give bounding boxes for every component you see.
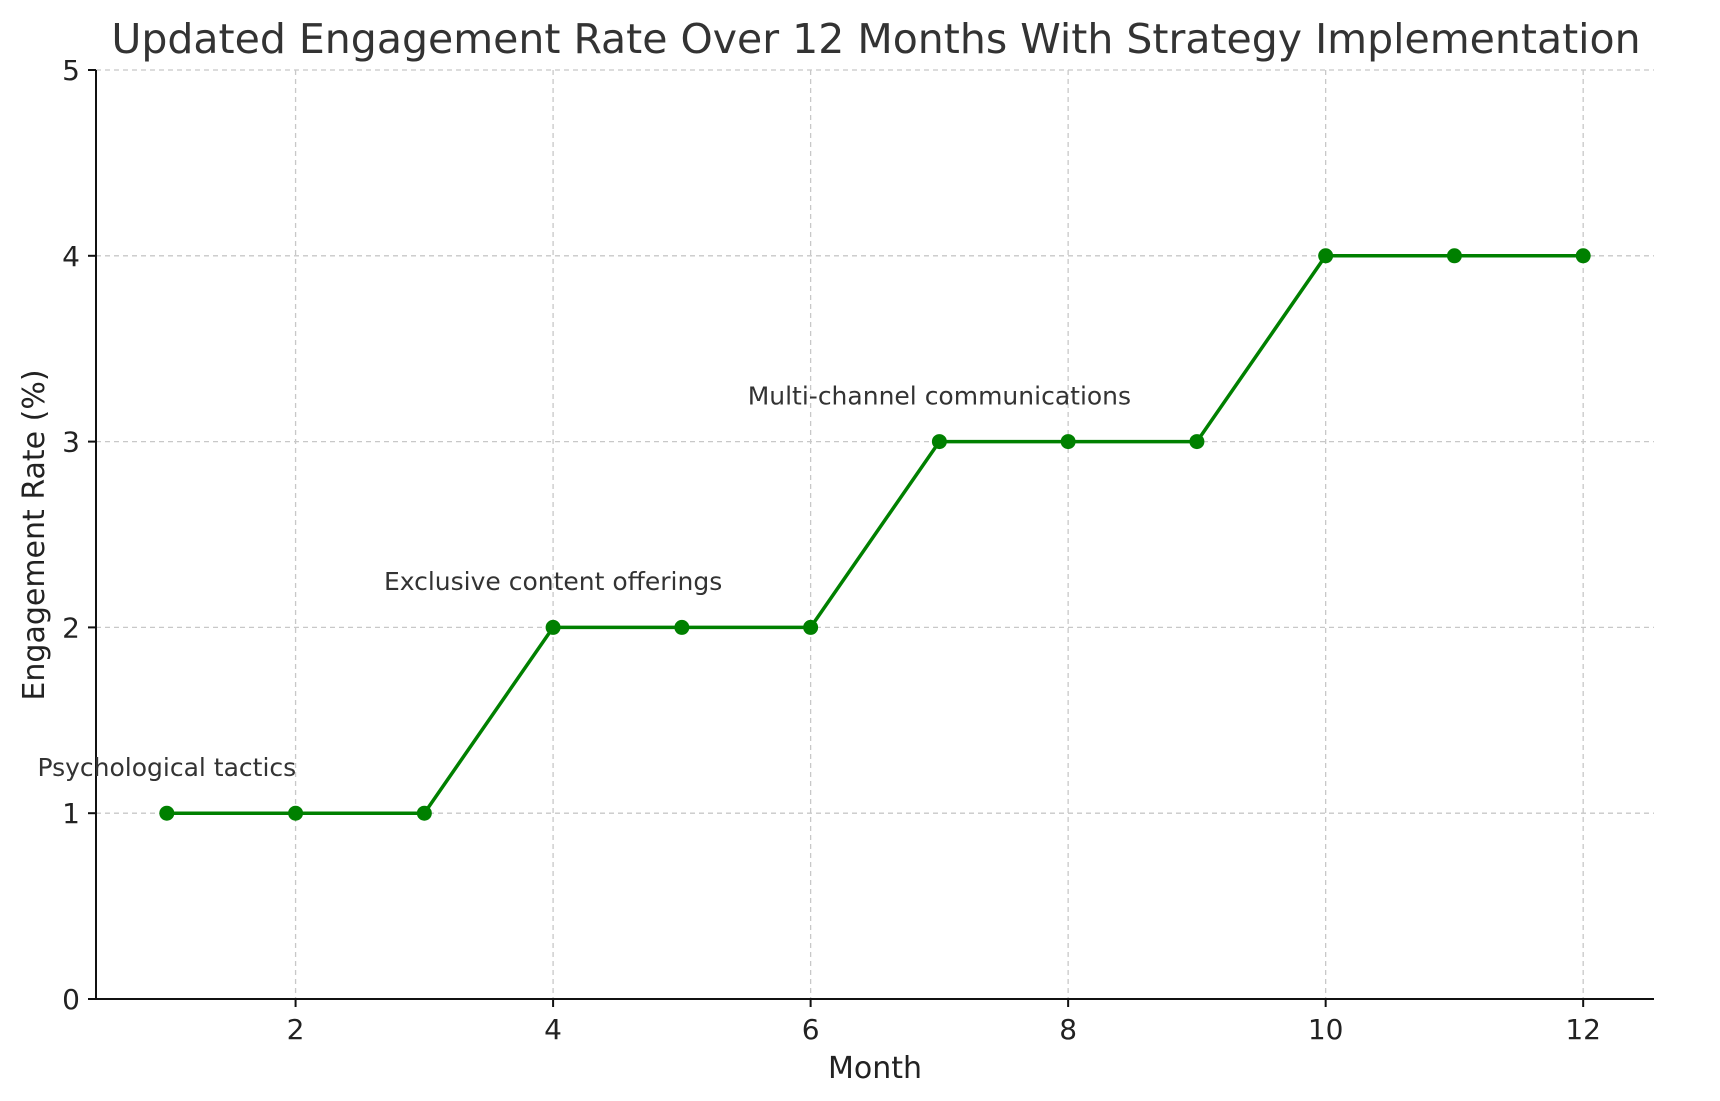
- data-point-2: [288, 805, 304, 821]
- annotation-1: Exclusive content offerings: [384, 567, 722, 596]
- y-tick-label-1: 1: [62, 797, 80, 830]
- data-point-9: [1189, 434, 1205, 450]
- y-tick-label-0: 0: [62, 983, 80, 1016]
- data-point-11: [1446, 248, 1462, 264]
- data-point-3: [416, 805, 432, 821]
- axes: [95, 70, 1654, 1000]
- x-tick-label-0: 2: [287, 1013, 305, 1046]
- chart-title: Updated Engagement Rate Over 12 Months W…: [111, 15, 1640, 63]
- x-axis-label: Month: [828, 1051, 922, 1086]
- data-point-6: [803, 619, 819, 635]
- data-point-8: [1060, 434, 1076, 450]
- y-tick-label-4: 4: [62, 240, 80, 273]
- y-tick-label-3: 3: [62, 426, 80, 459]
- y-tick-label-2: 2: [62, 611, 80, 644]
- x-tick-label-4: 10: [1308, 1013, 1344, 1046]
- x-tick-label-2: 6: [802, 1013, 820, 1046]
- y-tick-label-5: 5: [62, 54, 80, 87]
- annotation-2: Multi-channel communications: [748, 381, 1131, 410]
- series-line-0: [166, 254, 1584, 815]
- data-point-5: [674, 619, 690, 635]
- annotation-0: Psychological tactics: [37, 753, 296, 782]
- data-point-12: [1575, 248, 1591, 264]
- x-tick-label-3: 8: [1059, 1013, 1077, 1046]
- data-point-4: [545, 619, 561, 635]
- series-layer: [159, 248, 1591, 821]
- x-tick-label-1: 4: [544, 1013, 562, 1046]
- y-axis-label: Engagement Rate (%): [17, 369, 52, 700]
- data-point-10: [1318, 248, 1334, 264]
- annotations: Psychological tactics Exclusive content o…: [37, 381, 1131, 782]
- data-point-7: [931, 434, 947, 450]
- x-tick-label-5: 12: [1565, 1013, 1601, 1046]
- data-point-1: [159, 805, 175, 821]
